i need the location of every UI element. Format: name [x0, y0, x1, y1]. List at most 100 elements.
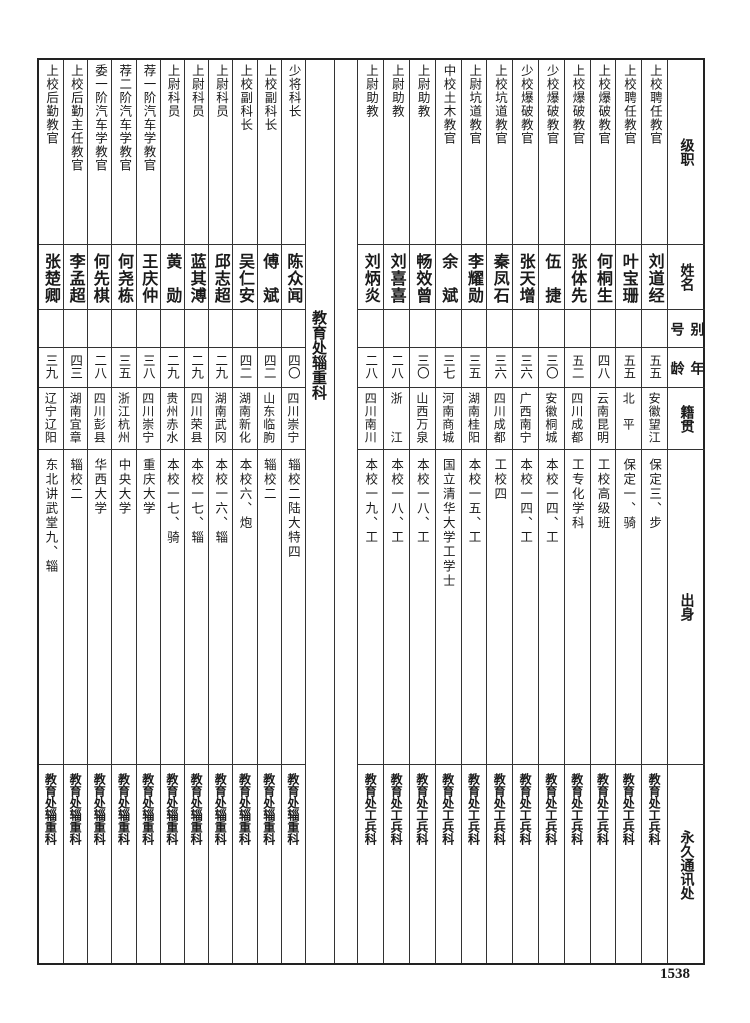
table-row: 上校后勤教官 张楚卿 三九 辽宁辽阳 东北讲武堂九、辎 教育处辎重科 — [38, 60, 63, 963]
cell-origin: 北 平 — [616, 387, 642, 449]
cell-education: 本校一四、工 — [539, 449, 564, 764]
table-row: 上校聘任教官 叶宝珊 五五北 平保定一、骑 教育处工兵科 — [615, 60, 642, 965]
cell-name: 李耀勋 — [461, 244, 487, 309]
cell-name: 秦凤石 — [487, 244, 513, 309]
cell-alias — [358, 309, 384, 347]
cell-education: 辎校二陆大特四 — [281, 449, 305, 764]
cell-education: 华西大学 — [88, 449, 112, 764]
cell-origin: 安徽桐城 — [539, 387, 564, 449]
cell-education: 工校高级班 — [590, 449, 616, 764]
cell-name: 陈众闻 — [281, 244, 305, 309]
cell-age: 三五 — [461, 347, 487, 387]
section-title-column — [305, 60, 334, 963]
cell-address: 教育处工兵科 — [435, 764, 461, 965]
cell-rank: 上尉科员 — [214, 64, 230, 118]
cell-name: 叶宝珊 — [616, 244, 642, 309]
cell-origin: 四川崇宁 — [136, 387, 160, 449]
cell-alias — [209, 309, 233, 347]
cell-rank: 上校后勤教官 — [44, 64, 60, 145]
section-title: 教育处辎重科 — [310, 310, 328, 400]
cell-rank: 荐一阶汽车学教官 — [141, 64, 157, 172]
cell-education: 本校一八、工 — [384, 449, 409, 764]
cell-address: 教育处工兵科 — [358, 764, 384, 965]
cell-alias — [590, 309, 616, 347]
cell-age: 五五 — [642, 347, 667, 387]
cell-rank: 上校副科长 — [262, 64, 278, 132]
cell-origin: 四川南川 — [358, 387, 384, 449]
cell-rank: 上尉助教 — [389, 64, 405, 118]
cell-address: 教育处辎重科 — [136, 764, 160, 965]
cell-origin: 安徽望江 — [642, 387, 667, 449]
cell-alias — [564, 309, 590, 347]
cell-education: 工校四 — [487, 449, 513, 764]
cell-origin: 山东临朐 — [257, 387, 281, 449]
table-row: 上校后勤主任教官 李孟超 四三 湖南宜章 辎校二 教育处辎重科 — [63, 60, 88, 963]
table-row: 委一阶汽车学教官 何先棋 二八 四川彭县 华西大学 教育处辎重科 — [87, 60, 112, 965]
header-address: 永久通讯处 — [668, 764, 705, 965]
cell-origin: 广西南宁 — [513, 387, 538, 449]
table-row: 少校爆破教官 张天增 三六 广西南宁 本校一四、工 教育处工兵科 — [512, 60, 538, 963]
cell-education: 辎校二 — [64, 449, 88, 764]
cell-address: 教育处辎重科 — [257, 764, 281, 965]
cell-alias — [487, 309, 513, 347]
cell-education: 工专化学科 — [564, 449, 590, 764]
cell-origin: 湖南宜章 — [64, 387, 88, 449]
cell-education: 本校一六、辎 — [209, 449, 233, 764]
cell-age: 四二 — [233, 347, 257, 387]
table-row: 上尉助教 刘炳炎 二八 四川南川 本校一九、工 教育处工兵科 — [357, 60, 384, 965]
cell-age: 三八 — [136, 347, 160, 387]
cell-origin: 四川成都 — [564, 387, 590, 449]
cell-alias — [88, 309, 112, 347]
cell-origin: 贵州赤水 — [160, 387, 184, 449]
cell-age: 三七 — [435, 347, 461, 387]
cell-address: 教育处辎重科 — [88, 764, 112, 965]
cell-address: 教育处工兵科 — [487, 764, 513, 965]
cell-name: 张天增 — [513, 244, 538, 309]
table-row: 上尉科员 邱志超 二九 湖南武冈 本校一六、辎 教育处辎重科 — [208, 60, 233, 965]
cell-address: 教育处工兵科 — [616, 764, 642, 965]
cell-origin: 云南昆明 — [590, 387, 616, 449]
table-row: 上尉科员黄 勋二九 贵州赤水 本校一七、骑 教育处辎重科 — [159, 60, 184, 963]
table-row: 中校土木教官余 斌三七 河南商城 国立清华大学工学士 教育处工兵科 — [434, 60, 461, 965]
cell-age: 三六 — [513, 347, 538, 387]
header-name: 姓名 — [668, 244, 705, 309]
cell-name: 伍 捷 — [539, 244, 564, 309]
cell-age: 二九 — [185, 347, 209, 387]
cell-rank: 上校坑道教官 — [493, 64, 509, 145]
cell-rank: 少校爆破教官 — [518, 64, 534, 145]
cell-address: 教育处工兵科 — [384, 764, 409, 965]
cell-name: 黄 勋 — [160, 244, 184, 309]
cell-age: 五五 — [616, 347, 642, 387]
cell-name: 何先棋 — [88, 244, 112, 309]
cell-name: 刘喜喜 — [384, 244, 409, 309]
cell-address: 教育处辎重科 — [209, 764, 233, 965]
cell-education: 本校一四、工 — [513, 449, 538, 764]
cell-age: 四〇 — [281, 347, 305, 387]
cell-rank: 少将科长 — [286, 64, 302, 118]
cell-rank: 上校副科长 — [238, 64, 254, 132]
cell-address: 教育处工兵科 — [642, 764, 667, 965]
cell-name: 余 斌 — [435, 244, 461, 309]
cell-alias — [539, 309, 564, 347]
cell-origin: 湖南武冈 — [209, 387, 233, 449]
cell-name: 李孟超 — [64, 244, 88, 309]
cell-address: 教育处工兵科 — [410, 764, 435, 965]
cell-education: 本校六、炮 — [233, 449, 257, 764]
cell-rank: 上校聘任教官 — [622, 64, 638, 145]
cell-education: 东北讲武堂九、辎 — [38, 449, 63, 764]
cell-rank: 荐二阶汽车学教官 — [117, 64, 133, 172]
header-alias: 别号 — [668, 309, 705, 347]
table-row: 上校坑道教官 秦凤石 三六 四川成都 工校四 教育处工兵科 — [486, 60, 513, 965]
cell-alias — [38, 309, 63, 347]
cell-alias — [642, 309, 667, 347]
cell-name: 畅效曾 — [410, 244, 435, 309]
cell-education: 本校一七、辎 — [185, 449, 209, 764]
cell-education: 保定三、步 — [642, 449, 667, 764]
cell-age: 二八 — [384, 347, 409, 387]
table-row: 上校副科长 吴仁安 四二 湖南新化 本校六、炮 教育处辎重科 — [232, 60, 257, 963]
cell-rank: 上校后勤主任教官 — [68, 64, 84, 172]
cell-name: 张体先 — [564, 244, 590, 309]
cell-education: 国立清华大学工学士 — [435, 449, 461, 764]
cell-education: 中央大学 — [112, 449, 136, 764]
header-column: 级职 姓名 别号 年龄 籍贯 出身 永久通讯处 — [667, 60, 705, 963]
